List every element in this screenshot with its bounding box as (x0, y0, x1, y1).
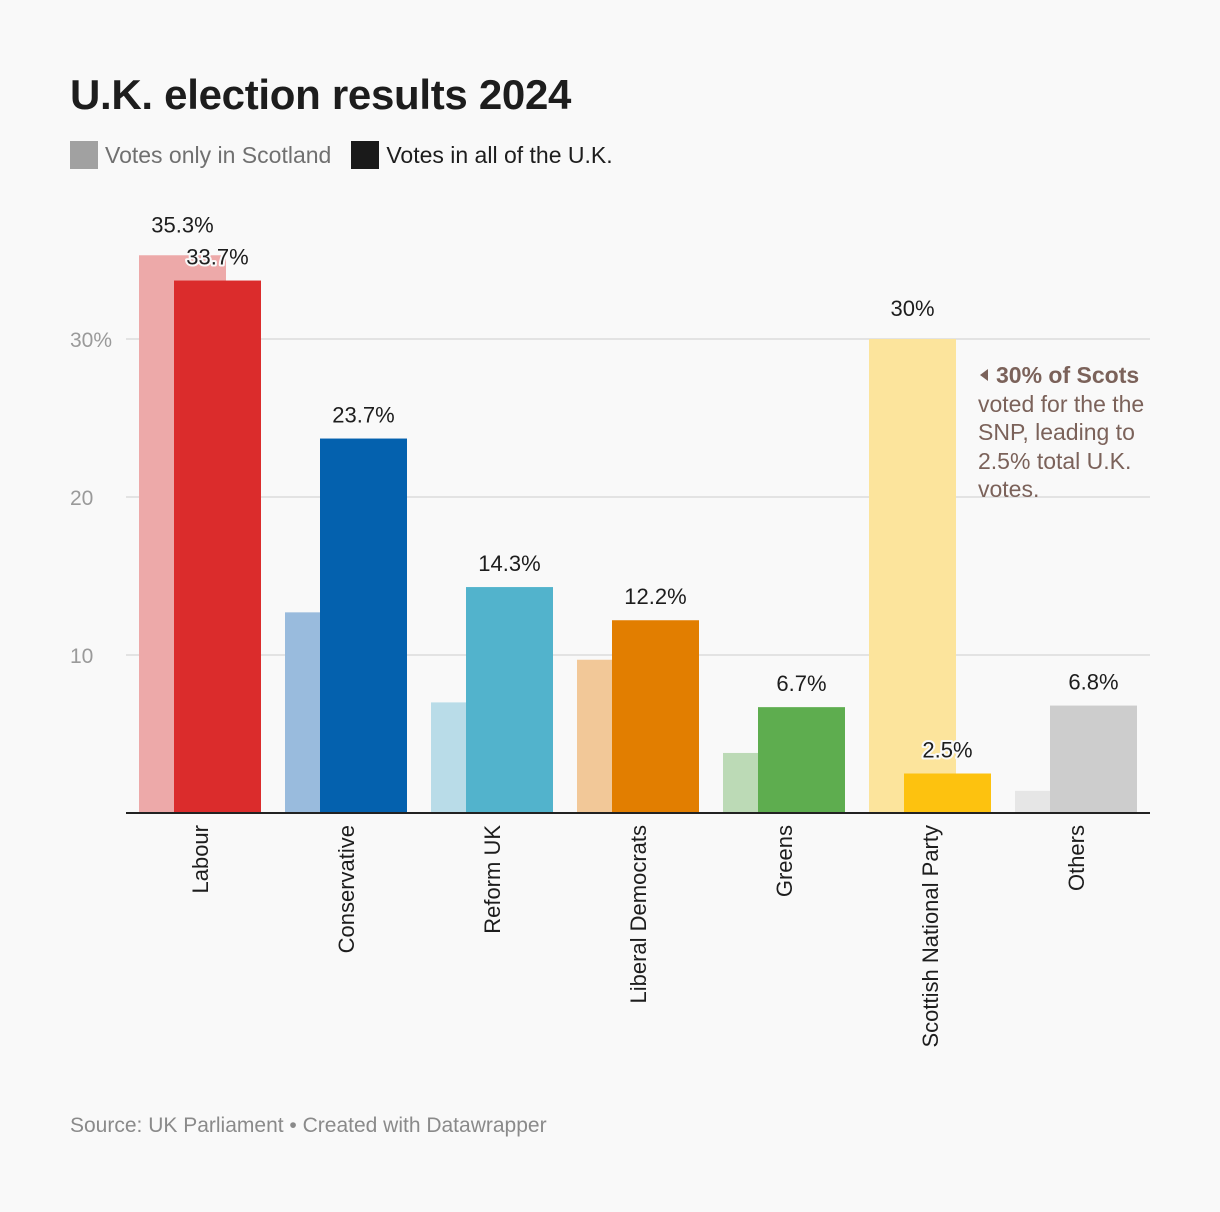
annotation-head: 30% of Scots (996, 362, 1140, 388)
bar-uk-greens (758, 707, 845, 813)
chart-title: U.K. election results 2024 (70, 71, 572, 118)
bar-uk-liberal-democrats (612, 620, 699, 813)
value-label-scotland-scottish-national-party: 30% (890, 296, 934, 321)
category-label-labour: Labour (188, 825, 213, 894)
bar-uk-labour (174, 280, 261, 813)
legend-swatch-uk (351, 141, 380, 169)
annotation-body: voted for the the SNP, leading to 2.5% t… (978, 390, 1145, 503)
legend: Votes only in Scotland Votes in all of t… (70, 141, 633, 169)
y-tick-label-20: 20 (70, 487, 93, 510)
snp-annotation: 30% of Scots voted for the the SNP, lead… (978, 361, 1168, 504)
bar-uk-scottish-national-party (904, 773, 991, 813)
value-label-uk-liberal-democrats: 12.2% (624, 584, 686, 609)
bar-uk-conservative (320, 438, 407, 813)
value-label-uk-reform-uk: 14.3% (478, 551, 540, 576)
y-tick-label-30: 30% (70, 329, 112, 352)
category-label-greens: Greens (772, 825, 797, 897)
bar-uk-reform-uk (466, 587, 553, 813)
value-label-uk-labour: 33.7% (186, 245, 248, 270)
legend-item-scotland: Votes only in Scotland (70, 141, 331, 169)
value-label-uk-others: 6.8% (1068, 670, 1118, 695)
bar-uk-others (1050, 705, 1137, 813)
legend-label-uk: Votes in all of the U.K. (386, 141, 613, 168)
bar-scotland-scottish-national-party (869, 339, 956, 813)
legend-swatch-scotland (70, 141, 98, 169)
source-note: Source: UK Parliament • Created with Dat… (70, 1114, 547, 1137)
value-label-scotland-labour: 35.3% (151, 212, 213, 237)
category-label-others: Others (1064, 825, 1089, 891)
category-label-scottish-national-party: Scottish National Party (918, 825, 943, 1048)
category-label-conservative: Conservative (334, 825, 359, 953)
value-label-uk-conservative: 23.7% (332, 403, 394, 428)
left-arrow-icon (980, 369, 988, 381)
value-label-uk-greens: 6.7% (776, 671, 826, 696)
legend-item-uk: Votes in all of the U.K. (351, 141, 613, 169)
legend-label-scotland: Votes only in Scotland (105, 141, 332, 168)
value-label-uk-scottish-national-party: 2.5% (922, 738, 972, 763)
category-label-reform-uk: Reform UK (480, 825, 505, 934)
y-tick-label-10: 10 (70, 645, 93, 668)
category-label-liberal-democrats: Liberal Democrats (626, 825, 651, 1004)
